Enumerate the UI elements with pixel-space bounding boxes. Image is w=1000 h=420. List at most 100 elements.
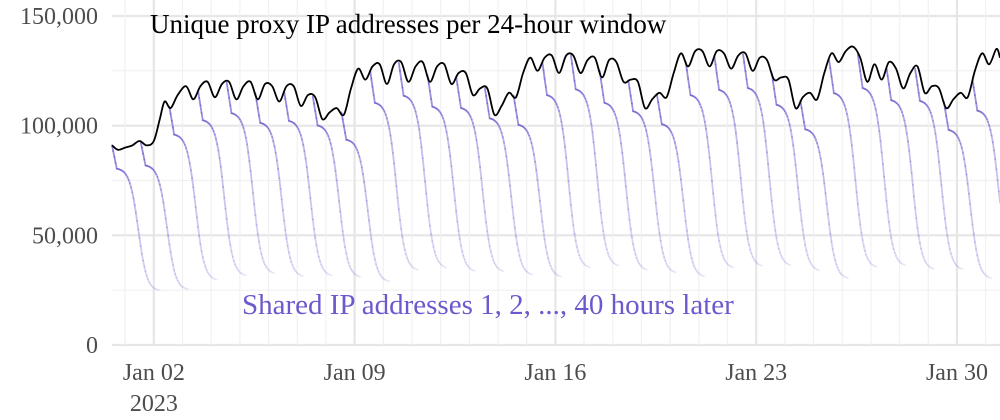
shared-ip-curve-segment — [179, 283, 183, 287]
shared-ip-curve-segment — [401, 236, 405, 246]
shared-ip-curve-segment — [125, 174, 129, 179]
shared-ip-curve-segment — [676, 152, 680, 163]
shared-ip-curve-segment — [151, 285, 155, 289]
shared-ip-curve-segment — [809, 260, 813, 265]
shared-ip-curve-segment — [886, 211, 890, 223]
shared-ip-curve-segment — [471, 269, 476, 272]
shared-ip-curve-segment — [687, 238, 691, 248]
shared-ip-curve-segment — [585, 264, 589, 268]
shared-ip-curve-segment — [426, 204, 430, 217]
shared-ip-curve-segment — [706, 136, 710, 148]
shared-ip-curve-segment — [469, 267, 473, 271]
shared-ip-curve-segment — [517, 249, 521, 257]
shared-ip-curve-segment — [437, 260, 441, 264]
shared-ip-curve-segment — [138, 237, 142, 248]
shared-ip-curve-segment — [780, 254, 784, 260]
shared-ip-curve-segment — [811, 264, 815, 269]
shared-ip-curve-segment — [995, 168, 999, 182]
shared-ip-curve-segment — [295, 270, 299, 274]
shared-ip-curve-segment — [279, 187, 283, 201]
shared-ip-curve-segment — [311, 95, 315, 105]
shared-ip-curve-segment — [242, 127, 246, 134]
shared-ip-curve-segment — [878, 130, 882, 143]
shared-ip-curve-segment — [457, 229, 461, 240]
shared-ip-curve-segment — [240, 120, 244, 126]
shared-ip-curve-segment — [868, 261, 872, 265]
shared-ip-curve-segment — [161, 194, 165, 204]
shared-ip-curve-segment — [705, 127, 709, 139]
shared-ip-curve-segment — [172, 264, 176, 272]
shared-ip-curve-segment — [657, 223, 661, 235]
shared-ip-curve-segment — [774, 96, 778, 106]
shared-ip-curve-segment — [631, 102, 634, 113]
shared-ip-curve-segment — [599, 211, 603, 224]
shared-ip-curve-segment — [681, 188, 685, 202]
shared-ip-curve-segment — [609, 257, 613, 262]
shared-ip-curve-segment — [945, 114, 949, 124]
shared-ip-curve-segment — [340, 220, 344, 233]
shared-ip-curve-segment — [556, 106, 560, 112]
shared-ip-curve-segment — [112, 150, 116, 159]
shared-ip-curve-segment — [586, 265, 590, 269]
shared-ip-curve-segment — [831, 83, 835, 95]
shared-ip-curve-segment — [797, 186, 801, 201]
shared-ip-curve-segment — [442, 265, 446, 268]
shared-ip-curve-segment — [127, 178, 131, 185]
shared-ip-curve-segment — [723, 257, 726, 262]
shared-ip-curve-segment — [241, 272, 245, 276]
shared-ip-curve-segment — [904, 125, 908, 135]
shared-ip-curve-segment — [246, 143, 250, 154]
shared-ip-curve-segment — [737, 152, 741, 167]
y-tick-label: 0 — [86, 333, 98, 359]
shared-ip-curve-segment — [642, 121, 646, 127]
shared-ip-curve-segment — [375, 263, 379, 270]
shared-ip-curve-segment — [709, 168, 713, 183]
shared-ip-curve-segment — [376, 267, 380, 273]
shared-ip-curve-segment — [665, 263, 669, 268]
shared-ip-curve-segment — [913, 195, 916, 209]
shared-ip-curve-segment — [990, 134, 994, 144]
shared-ip-curve-segment — [744, 70, 748, 81]
shared-ip-curve-segment — [782, 259, 786, 263]
shared-ip-curve-segment — [743, 61, 747, 72]
shared-ip-curve-segment — [637, 260, 640, 265]
shared-ip-curve-segment — [491, 255, 495, 261]
shared-ip-curve-segment — [470, 118, 474, 124]
shared-ip-curve-segment — [183, 143, 188, 149]
shared-ip-curve-segment — [641, 118, 645, 124]
shared-ip-curve-segment — [327, 135, 331, 141]
shared-ip-curve-segment — [903, 119, 907, 128]
shared-ip-curve-segment — [652, 179, 656, 193]
shared-ip-curve-segment — [546, 252, 550, 260]
shared-ip-curve-segment — [922, 256, 926, 262]
x-tick-year-label: 2023 — [130, 391, 178, 417]
shared-ip-curve-segment — [439, 263, 443, 267]
shared-ip-curve-segment — [163, 209, 167, 220]
shared-ip-curve-segment — [173, 269, 177, 276]
shared-ip-curve-segment — [371, 245, 375, 255]
shared-ip-curve-segment — [962, 151, 965, 160]
shared-ip-curve-segment — [984, 274, 988, 278]
shared-ip-curve-segment — [856, 53, 860, 64]
shared-ip-curve-segment — [314, 236, 318, 247]
shared-ip-curve-segment — [756, 262, 760, 266]
shared-ip-curve-segment — [856, 202, 860, 216]
shared-ip-curve-segment — [656, 213, 660, 225]
shared-ip-curve-segment — [691, 261, 695, 267]
shared-ip-curve-segment — [359, 160, 363, 169]
shared-ip-curve-segment — [494, 264, 498, 268]
shared-ip-curve-segment — [928, 108, 932, 114]
shared-ip-curve-segment — [495, 265, 499, 270]
shared-ip-curve-segment — [842, 275, 846, 278]
shared-ip-curve-segment — [544, 246, 548, 255]
shared-ip-curve-segment — [800, 107, 804, 116]
shared-ip-curve-segment — [952, 259, 956, 264]
shared-ip-curve-segment — [261, 257, 265, 263]
shared-ip-curve-segment — [561, 127, 565, 139]
shared-ip-curve-segment — [403, 248, 407, 256]
shared-ip-curve-segment — [492, 259, 496, 264]
shared-ip-curve-segment — [730, 265, 734, 269]
shared-ip-curve-segment — [145, 274, 149, 281]
shared-ip-curve-segment — [445, 131, 449, 140]
shared-ip-curve-segment — [449, 155, 453, 168]
